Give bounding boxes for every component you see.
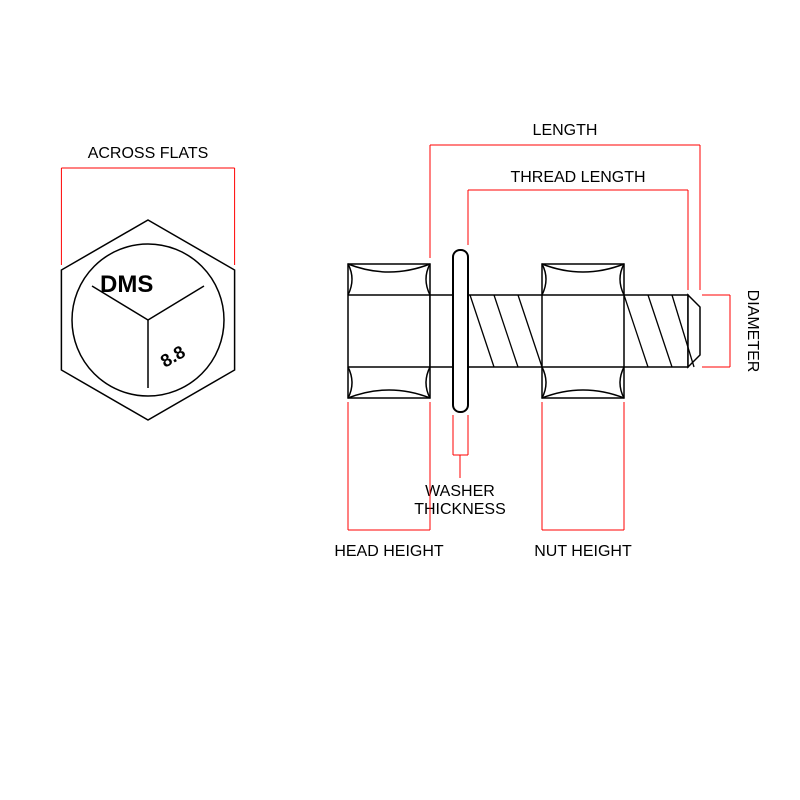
diameter-dimension — [702, 295, 730, 367]
bolt-dimension-diagram: DMS 8.8 ACROSS FLATS — [0, 0, 800, 800]
bolt-head-side — [348, 264, 430, 398]
head-height-label: HEAD HEIGHT — [334, 543, 444, 560]
across-flats-label: ACROSS FLATS — [88, 145, 209, 162]
length-label: LENGTH — [533, 122, 598, 139]
washer-thickness-label-2: THICKNESS — [414, 501, 506, 518]
side-view — [348, 250, 700, 412]
thread-length-label: THREAD LENGTH — [510, 169, 645, 186]
hex-head-top-view: DMS 8.8 — [61, 220, 234, 420]
nut-side — [542, 264, 624, 398]
washer-thickness-dimension — [453, 415, 468, 478]
washer-thickness-label-1: WASHER — [425, 483, 495, 500]
washer-side — [453, 250, 468, 412]
nut-height-label: NUT HEIGHT — [534, 543, 632, 560]
diameter-label: DIAMETER — [744, 290, 761, 373]
brand-text: DMS — [100, 271, 153, 298]
nut-height-dimension — [542, 402, 624, 530]
